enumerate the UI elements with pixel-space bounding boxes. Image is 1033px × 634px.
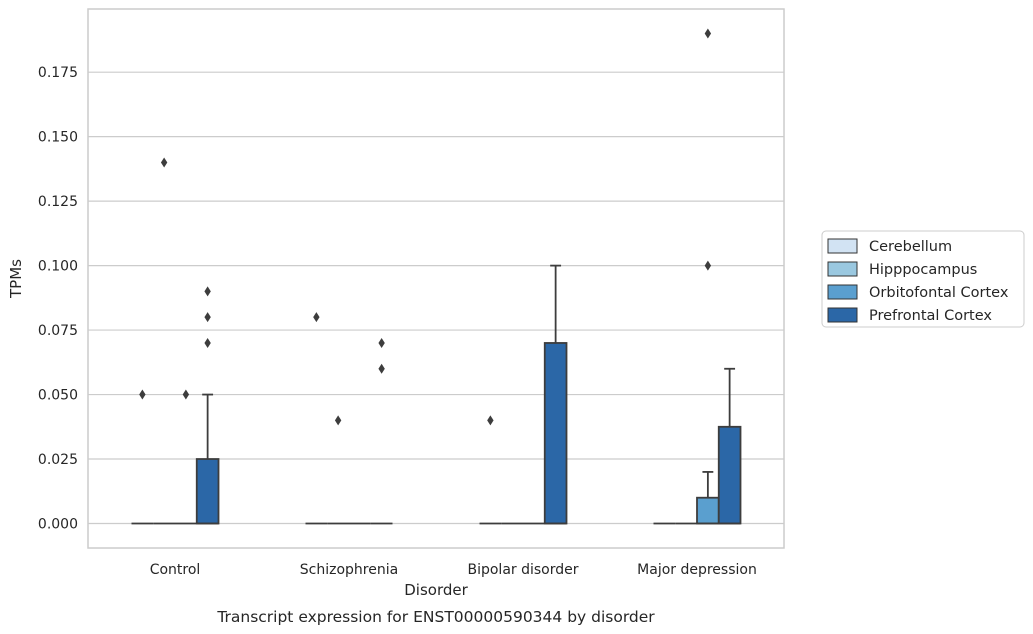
box-cerebellum [479,415,502,525]
box-orbitofontal-cortex [175,389,197,525]
box-prefrontal-cortex [195,286,220,525]
box-hipppocampus [327,415,349,525]
legend-label: Cerebellum [869,239,952,255]
plot-area-frame [87,8,785,549]
y-tick-label: 0.150 [38,130,78,146]
outlier-point [182,389,190,400]
box-prefrontal-cortex [543,264,568,525]
boxes [131,28,742,525]
outlier-point [139,389,146,400]
y-tick-label: 0.000 [38,517,78,533]
outlier-point [313,312,320,323]
legend-swatch [827,307,858,323]
outlier-point [704,28,712,39]
legend-label: Prefrontal Cortex [869,308,992,324]
chart-caption: Transcript expression for ENST0000059034… [216,608,655,626]
y-tick-label: 0.075 [38,323,78,339]
outlier-point [487,415,494,426]
box-cerebellum [305,312,328,525]
y-tick-label: 0.100 [38,259,78,275]
outlier-point [378,363,385,374]
legend-label: Orbitofontal Cortex [869,285,1009,301]
legend-label: Hipppocampus [869,262,977,278]
box-prefrontal-cortex [717,367,742,525]
y-tick-label: 0.050 [38,388,78,404]
box-body [717,425,742,525]
x-axis-ticks: Control Schizophrenia Bipolar disorder Majo… [150,562,757,578]
box-body [696,496,720,525]
x-tick-label: Bipolar disorder [467,562,578,578]
legend-swatch [827,261,858,277]
outlier-point [334,415,342,426]
y-tick-label: 0.125 [38,194,78,210]
box-body [195,458,220,525]
y-tick-label: 0.175 [38,65,78,81]
legend-swatch [827,284,858,300]
y-axis-ticks: 0.000 0.025 0.050 0.075 0.100 0.125 0.150 0.175 [38,65,78,532]
outlier-point [204,312,211,323]
outlier-point [378,337,385,348]
outlier-point [704,260,712,271]
outlier-point [160,157,168,168]
box-body [543,342,568,525]
legend-swatch [827,238,858,254]
box-prefrontal-cortex [370,337,393,525]
box-cerebellum [131,389,154,525]
legend: Cerebellum Hipppocampus Orbitofontal Corte… [821,230,1025,328]
x-tick-label: Control [150,562,201,578]
x-tick-label: Major depression [637,562,757,578]
outlier-point [204,286,211,297]
outlier-point [204,337,211,348]
y-tick-label: 0.025 [38,452,78,468]
legend-frame [821,230,1025,328]
x-tick-label: Schizophrenia [300,562,398,578]
box-hipppocampus [153,157,175,525]
gridlines [88,71,784,525]
y-axis-label: TPMs [7,259,25,299]
box-orbitofontal-cortex [696,28,720,525]
x-axis-label: Disorder [404,581,468,599]
